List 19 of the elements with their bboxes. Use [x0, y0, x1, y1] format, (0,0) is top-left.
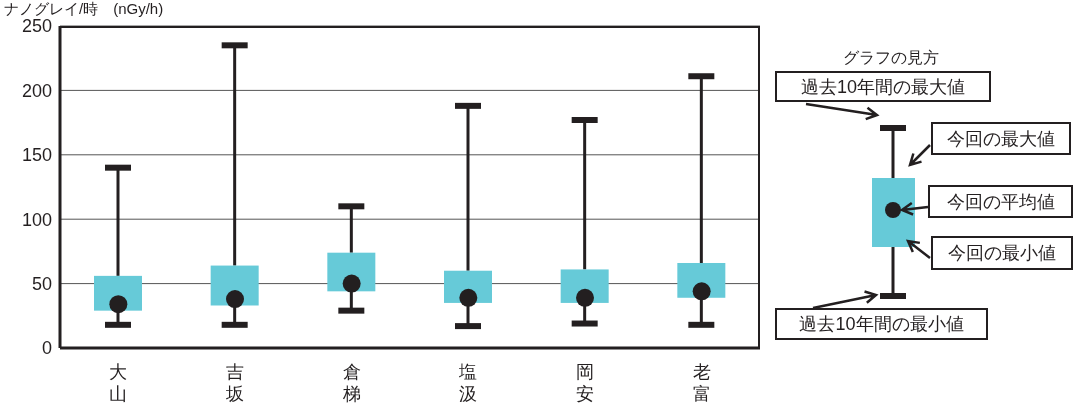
text: 今回の平均値 [928, 185, 1073, 218]
text: 過去10年間の最大値 [775, 71, 991, 102]
x-tick-label: 大山 [109, 362, 128, 404]
x-tick-label: 吉坂 [225, 362, 244, 404]
y-tick-label: 100 [21, 209, 52, 230]
x-tick-label: 倉梯 [341, 362, 361, 404]
x-tick-label: 岡安 [576, 362, 594, 404]
y-tick-label: 0 [41, 338, 52, 359]
text: 今回の最小値 [931, 236, 1073, 270]
x-tick-label: 老富 [692, 362, 711, 404]
y-tick-label: 150 [21, 145, 52, 166]
y-tick-label: 250 [21, 16, 52, 37]
y-axis-title: ナノグレイ/時 (nGy/h) [4, 0, 164, 17]
y-tick-label: 50 [31, 273, 52, 294]
text: 今回の最大値 [931, 122, 1071, 155]
y-tick-label: 200 [21, 80, 52, 101]
x-tick-label: 塩汲 [458, 362, 478, 404]
text: グラフの見方 [843, 48, 939, 68]
text: 過去10年間の最小値 [775, 308, 988, 340]
